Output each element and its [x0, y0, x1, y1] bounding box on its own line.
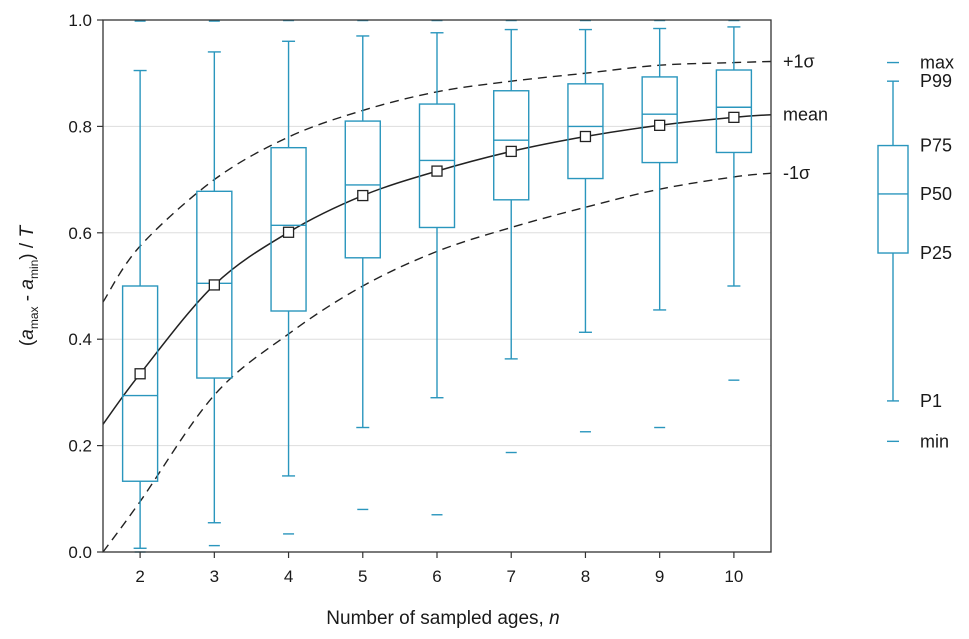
box-group — [196, 20, 233, 547]
iqr-box — [567, 83, 604, 180]
legend-label-p25: P25 — [920, 243, 952, 263]
box-group — [418, 19, 456, 516]
mean-marker — [357, 189, 369, 202]
iqr-box — [196, 190, 233, 379]
x-tick-label: 3 — [210, 567, 219, 586]
legend-label-max: max — [920, 53, 954, 73]
y-tick-label: 0.6 — [68, 224, 92, 243]
minus-sigma-label: -1σ — [783, 163, 810, 183]
box-group — [270, 19, 307, 535]
sigma-curve — [102, 60, 772, 303]
mean-curve — [102, 113, 772, 425]
mean-marker — [579, 130, 592, 143]
box-series — [121, 19, 753, 553]
x-tick-label: 10 — [724, 567, 743, 586]
legend-label-min: min — [920, 431, 949, 451]
mean-marker — [134, 368, 146, 380]
legend-box — [877, 144, 909, 254]
sigma-curve — [102, 172, 772, 553]
x-axis-label: Number of sampled ages, n — [326, 608, 559, 629]
box-group — [344, 19, 381, 511]
y-tick-label: 1.0 — [68, 11, 92, 30]
iqr-box — [418, 103, 456, 229]
iqr-box — [641, 76, 678, 164]
y-tick-label: 0.0 — [68, 543, 92, 562]
x-tick-label: 8 — [581, 567, 590, 586]
x-tick-label: 6 — [432, 567, 441, 586]
mean-marker — [208, 279, 220, 291]
legend-label-p50: P50 — [920, 184, 952, 204]
box-group — [121, 20, 159, 553]
box-group — [493, 19, 530, 454]
legend-label-p75: P75 — [920, 136, 952, 156]
mean-curve-label: mean — [783, 105, 828, 125]
x-tick-label: 7 — [506, 567, 515, 586]
y-axis-label: (amax - amin) / T — [17, 225, 41, 347]
iqr-box — [344, 120, 381, 259]
iqr-box — [121, 285, 159, 482]
mean-marker — [282, 226, 295, 238]
y-tick-label: 0.8 — [68, 117, 92, 136]
x-tick-label: 5 — [358, 567, 367, 586]
legend-label-p1: P1 — [920, 391, 942, 411]
mean-marker — [431, 165, 443, 177]
plus-sigma-label: +1σ — [783, 51, 815, 71]
mean-marker — [728, 111, 740, 124]
box-group — [567, 19, 604, 433]
y-tick-label: 0.4 — [68, 330, 92, 349]
mean-markers — [134, 111, 740, 380]
mean-marker — [654, 119, 666, 131]
legend-label-p99: P99 — [920, 71, 952, 91]
axis-ticks: 0.0 0.2 0.4 0.6 0.8 1.0 2 3 4 5 6 7 8 9 10 — [68, 11, 743, 586]
mean-marker — [505, 145, 517, 158]
x-tick-label: 2 — [135, 567, 144, 586]
y-tick-label: 0.2 — [68, 437, 92, 456]
iqr-box — [715, 69, 753, 154]
x-tick-label: 4 — [284, 567, 293, 586]
iqr-box — [493, 90, 530, 201]
box-group — [641, 19, 678, 429]
sigma-curves — [102, 60, 772, 553]
x-tick-label: 9 — [655, 567, 664, 586]
box-group — [715, 19, 753, 381]
iqr-box — [270, 146, 307, 312]
